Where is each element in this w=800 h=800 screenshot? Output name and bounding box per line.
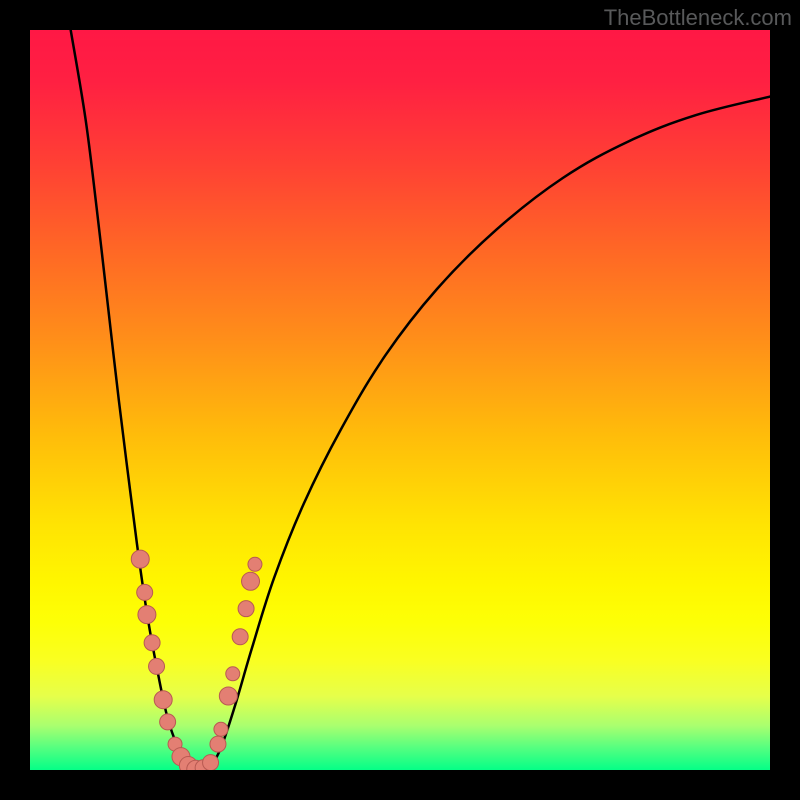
marker-right (248, 557, 262, 571)
chart-frame: TheBottleneck.com (0, 0, 800, 800)
marker-left (138, 606, 156, 624)
marker-left (144, 635, 160, 651)
marker-right (226, 667, 240, 681)
marker-left (131, 550, 149, 568)
marker-left (137, 584, 153, 600)
curve-layer (0, 0, 800, 800)
right-curve (208, 97, 770, 770)
marker-bottom (203, 755, 219, 771)
marker-right (210, 736, 226, 752)
marker-right (214, 722, 228, 736)
marker-left (154, 691, 172, 709)
marker-right (242, 572, 260, 590)
marker-left (160, 714, 176, 730)
marker-right (232, 629, 248, 645)
marker-right (238, 601, 254, 617)
marker-right (219, 687, 237, 705)
marker-left (149, 658, 165, 674)
left-curve (71, 30, 195, 770)
